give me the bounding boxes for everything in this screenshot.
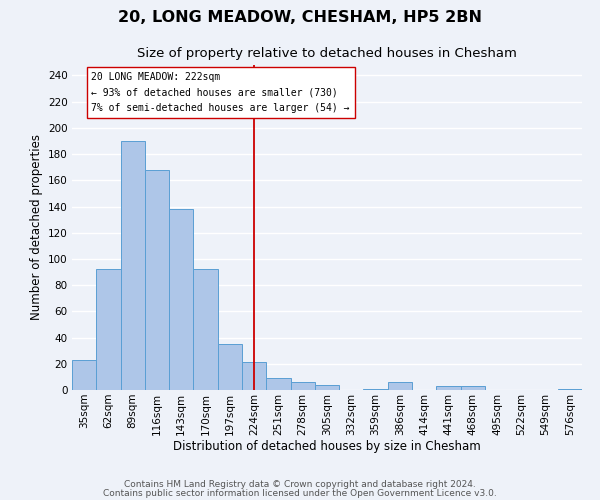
- Y-axis label: Number of detached properties: Number of detached properties: [29, 134, 43, 320]
- Bar: [145, 170, 169, 390]
- Bar: [96, 270, 121, 390]
- Bar: [558, 388, 582, 390]
- Text: 20, LONG MEADOW, CHESHAM, HP5 2BN: 20, LONG MEADOW, CHESHAM, HP5 2BN: [118, 10, 482, 25]
- Bar: [169, 209, 193, 390]
- Bar: [436, 386, 461, 390]
- Bar: [121, 141, 145, 390]
- X-axis label: Distribution of detached houses by size in Chesham: Distribution of detached houses by size …: [173, 440, 481, 454]
- Bar: [218, 344, 242, 390]
- Bar: [290, 382, 315, 390]
- Bar: [72, 360, 96, 390]
- Bar: [461, 386, 485, 390]
- Bar: [315, 385, 339, 390]
- Text: Contains public sector information licensed under the Open Government Licence v3: Contains public sector information licen…: [103, 488, 497, 498]
- Text: 20 LONG MEADOW: 222sqm
← 93% of detached houses are smaller (730)
7% of semi-det: 20 LONG MEADOW: 222sqm ← 93% of detached…: [91, 72, 350, 113]
- Title: Size of property relative to detached houses in Chesham: Size of property relative to detached ho…: [137, 46, 517, 60]
- Bar: [364, 388, 388, 390]
- Bar: [242, 362, 266, 390]
- Bar: [388, 382, 412, 390]
- Text: Contains HM Land Registry data © Crown copyright and database right 2024.: Contains HM Land Registry data © Crown c…: [124, 480, 476, 489]
- Bar: [193, 270, 218, 390]
- Bar: [266, 378, 290, 390]
